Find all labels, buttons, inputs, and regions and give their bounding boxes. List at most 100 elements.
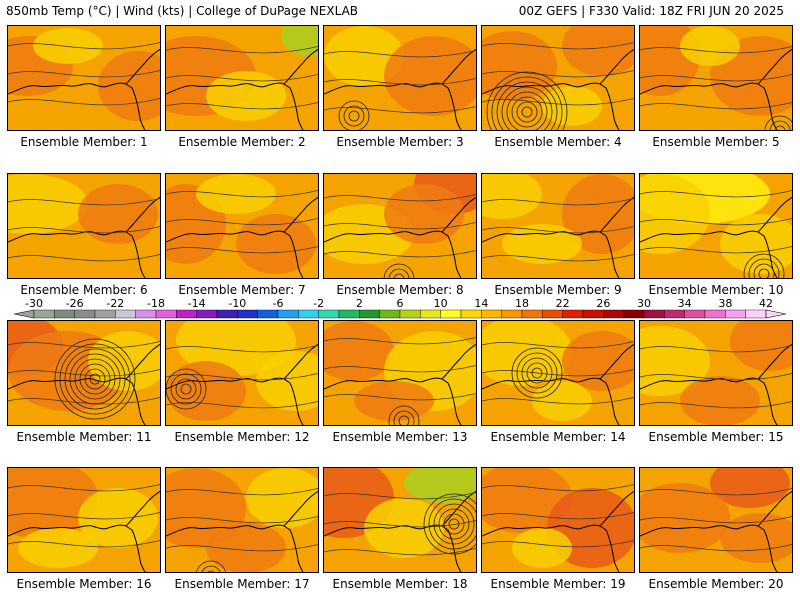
cyclone-contour xyxy=(506,91,548,130)
wind-isotach-contour xyxy=(640,74,792,82)
cyclone-contour xyxy=(166,368,207,410)
ensemble-member-map xyxy=(7,173,161,279)
ensemble-member-label: Ensemble Member: 11 xyxy=(16,430,152,444)
cyclone-contour xyxy=(743,253,785,278)
coastline xyxy=(283,490,318,527)
cyclone-contour xyxy=(433,503,475,545)
ensemble-member-map xyxy=(481,467,635,573)
colorbar-swatch xyxy=(54,309,75,319)
colorbar-swatch xyxy=(318,309,340,319)
coastline xyxy=(599,490,634,527)
wind-isotach-contour xyxy=(482,226,634,234)
ensemble-member-label: Ensemble Member: 14 xyxy=(490,430,626,444)
coastline xyxy=(125,490,160,527)
colorbar-tick-label: -10 xyxy=(228,297,246,310)
wind-isotach-contour xyxy=(166,544,318,552)
colorbar-swatch xyxy=(33,309,55,319)
coastline xyxy=(599,48,634,85)
wind-isotach-contour xyxy=(324,194,476,202)
wind-isotach-contour xyxy=(324,222,476,230)
cyclone-contour xyxy=(180,383,192,395)
temperature-shading-region xyxy=(324,26,404,86)
wind-isotach-contour xyxy=(8,42,160,50)
coastline xyxy=(125,196,160,233)
temperature-shading-region xyxy=(206,71,286,121)
colorbar-swatch xyxy=(277,309,299,319)
ensemble-member-map xyxy=(481,25,635,131)
wind-isotach-contour xyxy=(324,106,476,114)
wind-isotach-contour xyxy=(482,484,634,492)
coastline xyxy=(599,196,634,233)
wind-isotach-contour xyxy=(324,520,476,528)
ensemble-member-label: Ensemble Member: 1 xyxy=(20,135,148,149)
wind-isotach-contour xyxy=(166,218,318,226)
cyclone-contour xyxy=(516,101,538,123)
wind-isotach-contour xyxy=(324,78,476,86)
colorbar-tick-label: 2 xyxy=(356,297,363,310)
colorbar-swatch xyxy=(460,309,482,319)
wind-isotach-contour xyxy=(324,365,476,373)
coastline xyxy=(482,377,620,425)
wind-isotach-contour xyxy=(8,540,160,548)
coastline xyxy=(8,377,146,425)
cyclone-contour xyxy=(201,565,221,572)
ensemble-member-label: Ensemble Member: 5 xyxy=(652,135,780,149)
ensemble-member-label: Ensemble Member: 8 xyxy=(336,283,464,297)
wind-isotach-contour xyxy=(482,512,634,520)
ensemble-member-label: Ensemble Member: 15 xyxy=(648,430,784,444)
temperature-shading-region xyxy=(680,26,740,66)
coastline xyxy=(482,524,620,572)
wind-isotach-contour xyxy=(166,74,318,82)
wind-isotach-contour xyxy=(8,226,160,234)
cyclone-contour xyxy=(74,358,116,400)
coastline xyxy=(441,490,476,527)
colorbar-tick-label: 18 xyxy=(515,297,529,310)
wind-isotach-contour xyxy=(166,488,318,496)
wind-isotach-contour xyxy=(324,492,476,500)
wind-isotach-contour xyxy=(166,46,318,54)
cyclone-contour xyxy=(423,493,476,555)
colorbar-swatch xyxy=(501,309,523,319)
cyclone-contour xyxy=(207,570,215,572)
cyclone-contour xyxy=(758,268,770,278)
ensemble-member-map xyxy=(639,173,793,279)
temperature-shading-region xyxy=(680,376,760,425)
cyclone-contour xyxy=(79,363,111,395)
cyclone-contour xyxy=(753,263,775,278)
temperature-shading-region xyxy=(324,321,394,381)
coastline xyxy=(640,230,778,278)
wind-isotach-contour xyxy=(166,345,318,353)
cyclone-contour xyxy=(764,115,792,130)
coastline xyxy=(757,490,792,527)
wind-isotach-contour xyxy=(324,50,476,58)
temperature-colorbar: -30 -26 -22 -18 -14 -10 -6 -2 2 6 10 14 18 22 26 30 34 38… xyxy=(13,297,787,319)
cyclone-contour xyxy=(511,347,563,399)
temperature-shading-region xyxy=(354,381,434,421)
colorbar-swatch xyxy=(623,309,645,319)
wind-isotach-contour xyxy=(640,102,792,110)
cyclone-contour xyxy=(64,348,126,410)
cyclone-contour xyxy=(393,273,405,278)
wind-isotach-contour xyxy=(8,198,160,206)
colorbar-tick-label: 6 xyxy=(397,297,404,310)
ensemble-member-map xyxy=(639,320,793,426)
temperature-shading-region xyxy=(196,174,276,214)
wind-isotach-contour xyxy=(324,548,476,556)
colorbar-swatch xyxy=(420,309,441,319)
wind-isotach-contour xyxy=(324,337,476,345)
coastline xyxy=(283,196,318,233)
wind-isotach-contour xyxy=(8,484,160,492)
temperature-shading-region xyxy=(482,174,542,219)
cyclone-contour xyxy=(59,343,131,415)
colorbar-swatch xyxy=(216,309,238,319)
cyclone-contour xyxy=(84,368,106,390)
temperature-shading-region xyxy=(720,214,792,274)
colorbar-swatch xyxy=(94,309,116,319)
wind-isotach-contour xyxy=(324,393,476,401)
colorbar-swatch xyxy=(115,309,136,319)
temperature-shading-region xyxy=(502,224,582,264)
wind-isotach-contour xyxy=(482,540,634,548)
wind-isotach-contour xyxy=(640,401,792,409)
colorbar-tick-label: 42 xyxy=(759,297,773,310)
temperature-shading-region xyxy=(720,513,792,563)
